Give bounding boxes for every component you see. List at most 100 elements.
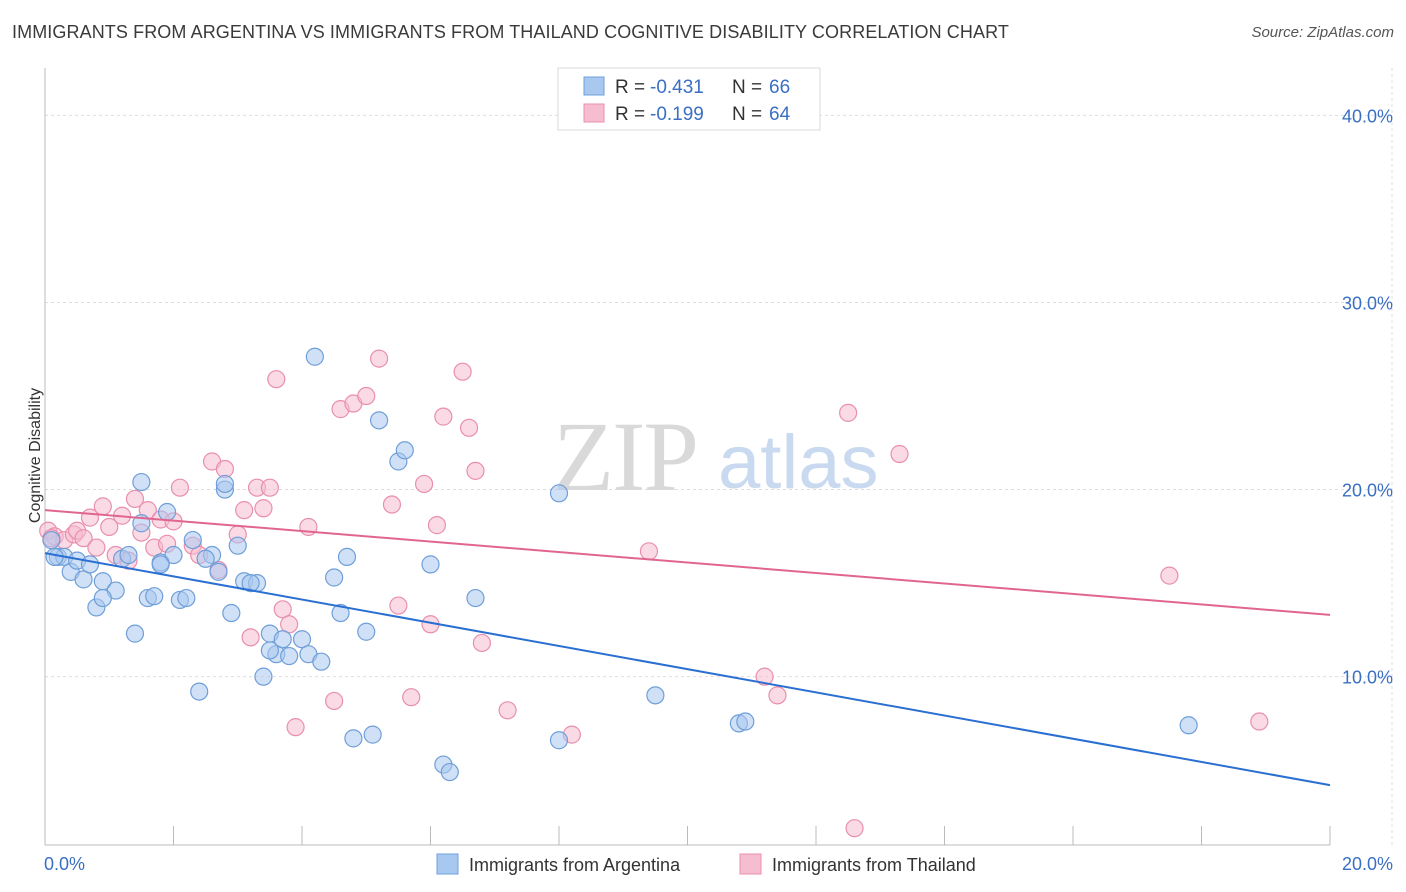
argentina-point <box>215 474 234 494</box>
thailand-point <box>459 418 479 437</box>
thailand-point <box>472 633 491 653</box>
argentina-point <box>1179 716 1198 735</box>
source-label: Source: ZipAtlas.com <box>1251 24 1394 41</box>
argentina-trend-line <box>44 552 1331 787</box>
argentina-point <box>440 762 459 782</box>
argentina-point <box>549 484 569 503</box>
argentina-point <box>145 587 164 606</box>
thailand-point <box>890 444 909 464</box>
argentina-point <box>736 712 755 731</box>
legend-swatch <box>583 103 605 123</box>
watermark: ZIP atlas <box>553 401 879 512</box>
argentina-point <box>209 562 228 581</box>
thailand-point <box>845 819 864 838</box>
argentina-point <box>363 725 382 744</box>
argentina-point <box>466 588 485 608</box>
argentina-point <box>183 530 202 550</box>
legend-n-value: 64 <box>769 104 791 125</box>
argentina-point <box>280 646 299 666</box>
argentina-point <box>337 547 357 567</box>
legend-r-label: R = <box>615 104 645 125</box>
series-legend-label: Immigrants from Thailand <box>772 855 976 875</box>
x-tick-label: 0.0% <box>44 854 85 874</box>
argentina-point <box>549 731 569 750</box>
thailand-point <box>100 517 119 537</box>
y-tick-label: 10.0% <box>1342 668 1393 688</box>
argentina-point <box>125 624 145 643</box>
thailand-point <box>1250 712 1269 731</box>
legend-n-label: N = <box>732 104 762 125</box>
argentina-point <box>222 603 241 623</box>
argentina-point <box>241 573 260 593</box>
thailand-point <box>93 497 112 516</box>
argentina-point <box>260 641 279 660</box>
argentina-point <box>344 729 363 748</box>
argentina-point <box>157 502 177 522</box>
legend-n-label: N = <box>732 77 762 98</box>
y-tick-label: 40.0% <box>1342 106 1393 126</box>
thailand-point <box>325 691 344 711</box>
argentina-point <box>273 630 292 649</box>
argentina-point <box>325 568 344 587</box>
thailand-point <box>839 403 858 422</box>
argentina-point <box>196 549 215 568</box>
argentina-point <box>119 545 138 565</box>
thailand-point <box>1160 566 1179 585</box>
tick-labels: 10.0% 20.0% 30.0% 40.0% 0.0% 20.0% <box>44 106 1393 874</box>
thailand-point <box>453 362 472 381</box>
argentina-point <box>132 472 151 492</box>
argentina-point <box>228 536 247 555</box>
thailand-point <box>286 718 305 737</box>
trend-lines <box>44 509 1331 787</box>
thailand-point <box>639 542 659 561</box>
y-axis-label: Cognitive Disability <box>27 388 44 523</box>
thailand-point <box>273 600 292 619</box>
y-tick-label: 30.0% <box>1342 293 1393 313</box>
argentina-point <box>331 603 350 623</box>
series-legend: Immigrants from Argentina Immigrants from… <box>436 853 976 875</box>
thailand-point <box>498 701 517 720</box>
thailand-point <box>74 529 93 548</box>
argentina-points <box>42 347 1198 782</box>
stats-legend: R = -0.431 N = 66 R = -0.199 N = 64 <box>557 67 821 131</box>
thailand-point <box>389 596 408 615</box>
series-legend-label: Immigrants from Argentina <box>469 855 681 875</box>
legend-swatch <box>583 76 605 96</box>
thailand-point <box>267 370 286 389</box>
y-tick-label: 20.0% <box>1342 481 1393 501</box>
argentina-point <box>370 411 389 430</box>
argentina-point <box>395 441 414 460</box>
thailand-point <box>402 688 421 707</box>
argentina-point <box>151 555 170 574</box>
argentina-point <box>177 588 196 608</box>
series-legend-swatch <box>436 853 459 875</box>
argentina-point <box>292 630 312 649</box>
series-legend-swatch <box>739 853 762 875</box>
argentina-point <box>190 682 209 701</box>
thailand-point <box>755 667 774 686</box>
argentina-point <box>305 347 324 366</box>
thailand-point <box>434 407 453 426</box>
legend-r-value: -0.199 <box>650 104 704 125</box>
thailand-point <box>382 495 402 514</box>
x-tick-label: 20.0% <box>1342 854 1393 874</box>
watermark-atlas: atlas <box>718 420 879 505</box>
thailand-points <box>39 349 1269 838</box>
argentina-point <box>42 530 61 550</box>
argentina-point <box>357 622 376 641</box>
thailand-point <box>260 478 279 497</box>
argentina-point <box>646 686 665 705</box>
thailand-point <box>235 501 254 520</box>
thailand-point <box>254 499 273 518</box>
watermark-zip: ZIP <box>553 401 697 512</box>
thailand-point <box>414 474 434 494</box>
argentina-point <box>312 652 331 671</box>
argentina-point <box>254 667 273 686</box>
legend-r-value: -0.431 <box>650 77 704 98</box>
thailand-point <box>427 516 447 535</box>
thailand-point <box>370 349 389 368</box>
thailand-point <box>125 489 145 509</box>
axes: Cognitive Disability <box>27 68 1331 846</box>
argentina-point <box>74 570 93 589</box>
